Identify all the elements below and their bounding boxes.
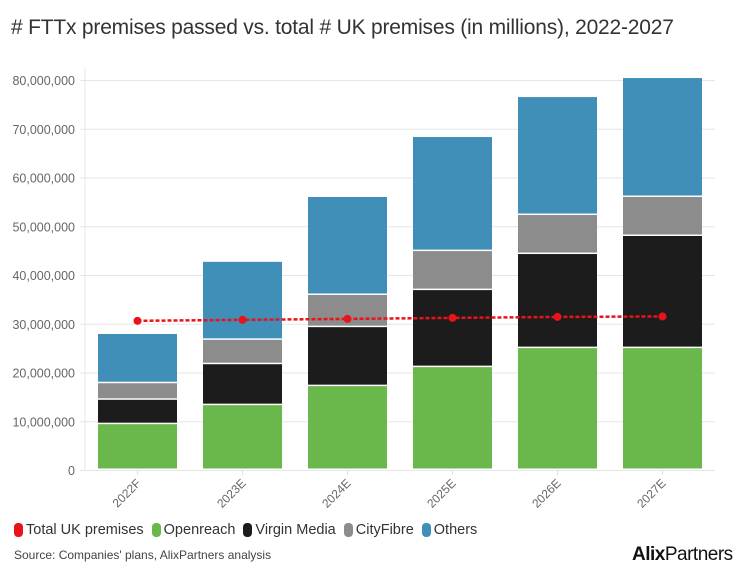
source-note: Source: Companies' plans, AlixPartners a…	[14, 548, 272, 562]
legend-label: CityFibre	[355, 522, 414, 538]
y-tick-label: 0	[68, 464, 75, 478]
bar-segment-others	[623, 78, 702, 196]
y-tick-label: 70,000,000	[12, 123, 75, 137]
x-tick-label: 2027E	[634, 476, 668, 510]
legend-swatch	[14, 523, 23, 537]
x-tick-label: 2024E	[319, 476, 353, 510]
bar-segment-openreach	[308, 386, 387, 469]
legend-item: Total UK premises	[14, 522, 144, 538]
bar-segment-virgin-media	[308, 327, 387, 385]
bar-segment-others	[518, 97, 597, 214]
bar-segment-virgin-media	[203, 364, 282, 404]
legend-label: Virgin Media	[255, 522, 336, 538]
y-tick-label: 10,000,000	[12, 415, 75, 429]
bar-segment-openreach	[623, 348, 702, 469]
legend-item: Openreach	[151, 522, 236, 538]
legend-label: Openreach	[163, 522, 236, 538]
x-tick-label: 2025E	[424, 476, 458, 510]
line-point-total-uk-premises	[658, 312, 667, 321]
legend-swatch	[151, 523, 161, 537]
line-point-total-uk-premises	[448, 313, 457, 322]
bar-segment-cityfibre	[203, 339, 282, 363]
x-tick-label: 2023E	[214, 476, 248, 510]
legend-label: Total UK premises	[26, 522, 144, 538]
y-tick-label: 80,000,000	[12, 74, 75, 88]
legend-swatch	[343, 523, 353, 537]
logo-bold: Alix	[632, 544, 665, 565]
legend-label: Others	[433, 522, 478, 538]
x-tick-label: 2022F	[110, 476, 144, 510]
y-tick-label: 30,000,000	[12, 318, 75, 332]
stacked-bar-chart: 0 10,000,000 20,000,000 30,000,000 40,000,00…	[12, 68, 715, 511]
bar-segment-openreach	[518, 348, 597, 469]
line-point-total-uk-premises	[343, 314, 352, 323]
legend-swatch	[243, 523, 253, 537]
bar-segment-virgin-media	[623, 236, 702, 347]
bar-segment-cityfibre	[623, 197, 702, 235]
line-point-total-uk-premises	[133, 316, 142, 325]
bar-segment-others	[203, 261, 282, 339]
bar-segment-openreach	[98, 424, 177, 469]
y-tick-label: 40,000,000	[12, 269, 75, 283]
legend-item: CityFibre	[343, 522, 414, 538]
y-tick-label: 50,000,000	[12, 220, 75, 234]
bar-segment-others	[413, 137, 492, 250]
bar-segment-virgin-media	[98, 399, 177, 423]
logo-regular: Partners	[664, 544, 733, 565]
bar-segment-cityfibre	[518, 215, 597, 253]
bar-segment-openreach	[413, 367, 492, 469]
bar-segment-virgin-media	[413, 290, 492, 366]
bar-segment-openreach	[203, 405, 282, 469]
alixpartners-logo: AlixPartners	[632, 544, 733, 566]
bar-segment-others	[308, 197, 387, 294]
line-point-total-uk-premises	[238, 315, 247, 324]
chart-title: # FTTx premises passed vs. total # UK pr…	[11, 16, 674, 39]
legend-item: Others	[421, 522, 478, 538]
legend-item: Virgin Media	[243, 522, 336, 538]
x-tick-label: 2026E	[529, 476, 563, 510]
y-tick-label: 60,000,000	[12, 172, 75, 186]
line-total-uk-premises	[137, 315, 663, 323]
line-point-total-uk-premises	[553, 312, 562, 321]
bar-segment-cityfibre	[98, 383, 177, 399]
legend: Total UK premises Openreach Virgin Media Ci…	[14, 522, 485, 538]
bar-segment-others	[98, 333, 177, 382]
legend-swatch	[421, 523, 431, 537]
y-tick-label: 20,000,000	[12, 367, 75, 381]
bar-segment-cityfibre	[413, 251, 492, 289]
bar-segment-virgin-media	[518, 254, 597, 347]
